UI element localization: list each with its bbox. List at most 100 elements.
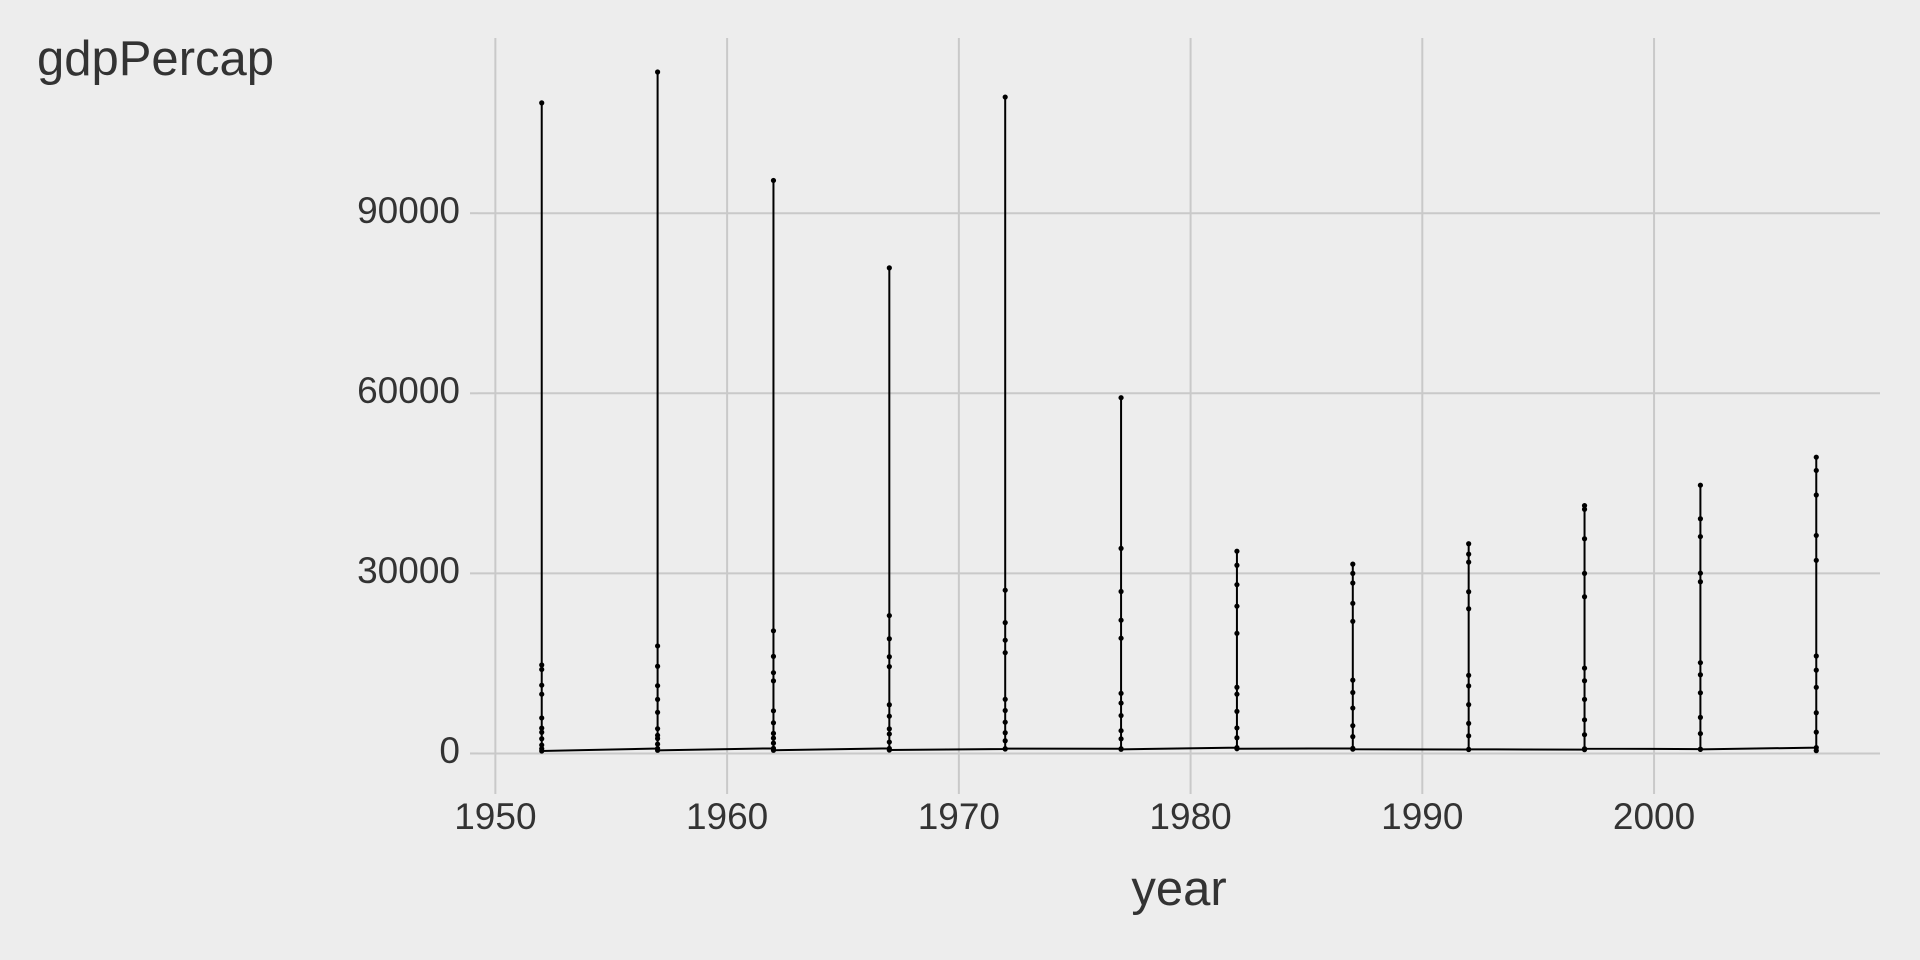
data-point [770,678,777,684]
data-point [1002,650,1008,656]
data-point [1697,690,1704,696]
x-tick-label: 1950 [454,796,536,837]
data-point [886,726,892,732]
data-point [1234,735,1240,741]
data-point [1813,710,1819,716]
data-point [1002,619,1008,626]
data-point [1581,570,1588,576]
data-point [1466,733,1472,739]
data-point [654,709,661,715]
data-point [1697,714,1704,720]
data-point [1697,746,1704,753]
data-point [1466,541,1472,547]
y-tick-label: 90000 [357,190,460,231]
data-point [1466,746,1472,752]
data-point [1002,94,1008,100]
data-point [654,726,661,732]
data-point [886,731,892,737]
y-axis-label: gdpPercap [37,32,274,86]
data-point [1697,533,1704,540]
data-point [886,265,892,271]
data-point [654,696,661,702]
data-point [1234,684,1240,690]
x-tick-label: 1980 [1149,796,1231,837]
data-point [539,725,545,731]
data-point [1234,746,1240,752]
data-point [1002,696,1008,702]
data-point [1234,691,1240,697]
data-point [886,654,892,660]
data-point [539,715,545,721]
data-point [539,729,545,735]
data-point [1697,482,1704,488]
data-point [1002,719,1008,725]
data-point [1350,618,1356,624]
data-point [654,663,661,669]
data-point [1813,492,1819,498]
data-point [770,747,777,753]
data-point [1466,702,1472,708]
data-point [1813,454,1819,460]
y-tick-label: 60000 [357,370,460,411]
data-point [1234,582,1240,588]
data-point [886,636,892,642]
data-point [886,713,892,719]
data-point [1466,720,1472,726]
data-point [1581,665,1588,671]
data-point [1118,588,1124,595]
data-point [1581,536,1588,542]
data-point [1002,730,1008,736]
data-point [1234,562,1240,568]
y-tick-label: 30000 [357,550,460,591]
data-point [1118,617,1124,623]
data-point [1350,705,1356,711]
data-point [1466,551,1472,557]
data-point [1697,660,1704,666]
data-point [1813,467,1819,474]
data-point [1581,678,1588,684]
data-point [770,735,777,741]
data-point [1350,677,1356,683]
x-axis-label: year [1131,862,1226,916]
data-point [1813,667,1819,673]
data-point [770,740,777,746]
data-point [1581,732,1588,738]
data-point [886,739,892,745]
data-point [770,653,777,659]
data-point [1118,728,1124,734]
data-point [1813,532,1819,539]
data-point [1813,748,1819,754]
data-point [539,682,545,688]
data-point [1118,635,1124,641]
data-point [1697,672,1704,678]
data-point [770,628,777,634]
data-point [770,720,777,726]
data-point [1466,606,1472,612]
data-point [1466,672,1472,678]
data-point [1002,707,1008,714]
data-point [1118,736,1124,742]
data-point [1002,637,1008,643]
data-point [886,747,892,753]
data-point [1697,730,1704,737]
data-point [1813,653,1819,659]
data-point [1466,589,1472,595]
data-point [1350,600,1356,606]
data-point [539,662,545,668]
data-point [1350,580,1356,586]
data-point [886,612,892,619]
data-point [1118,700,1124,706]
data-point [654,643,661,649]
data-point [539,736,545,742]
data-point [654,741,661,747]
data-point [1581,503,1588,509]
data-point [770,670,777,676]
x-tick-label: 1960 [686,796,768,837]
data-point [654,683,661,689]
data-point [886,702,892,708]
data-point [539,691,545,697]
x-tick-label: 2000 [1613,796,1695,837]
